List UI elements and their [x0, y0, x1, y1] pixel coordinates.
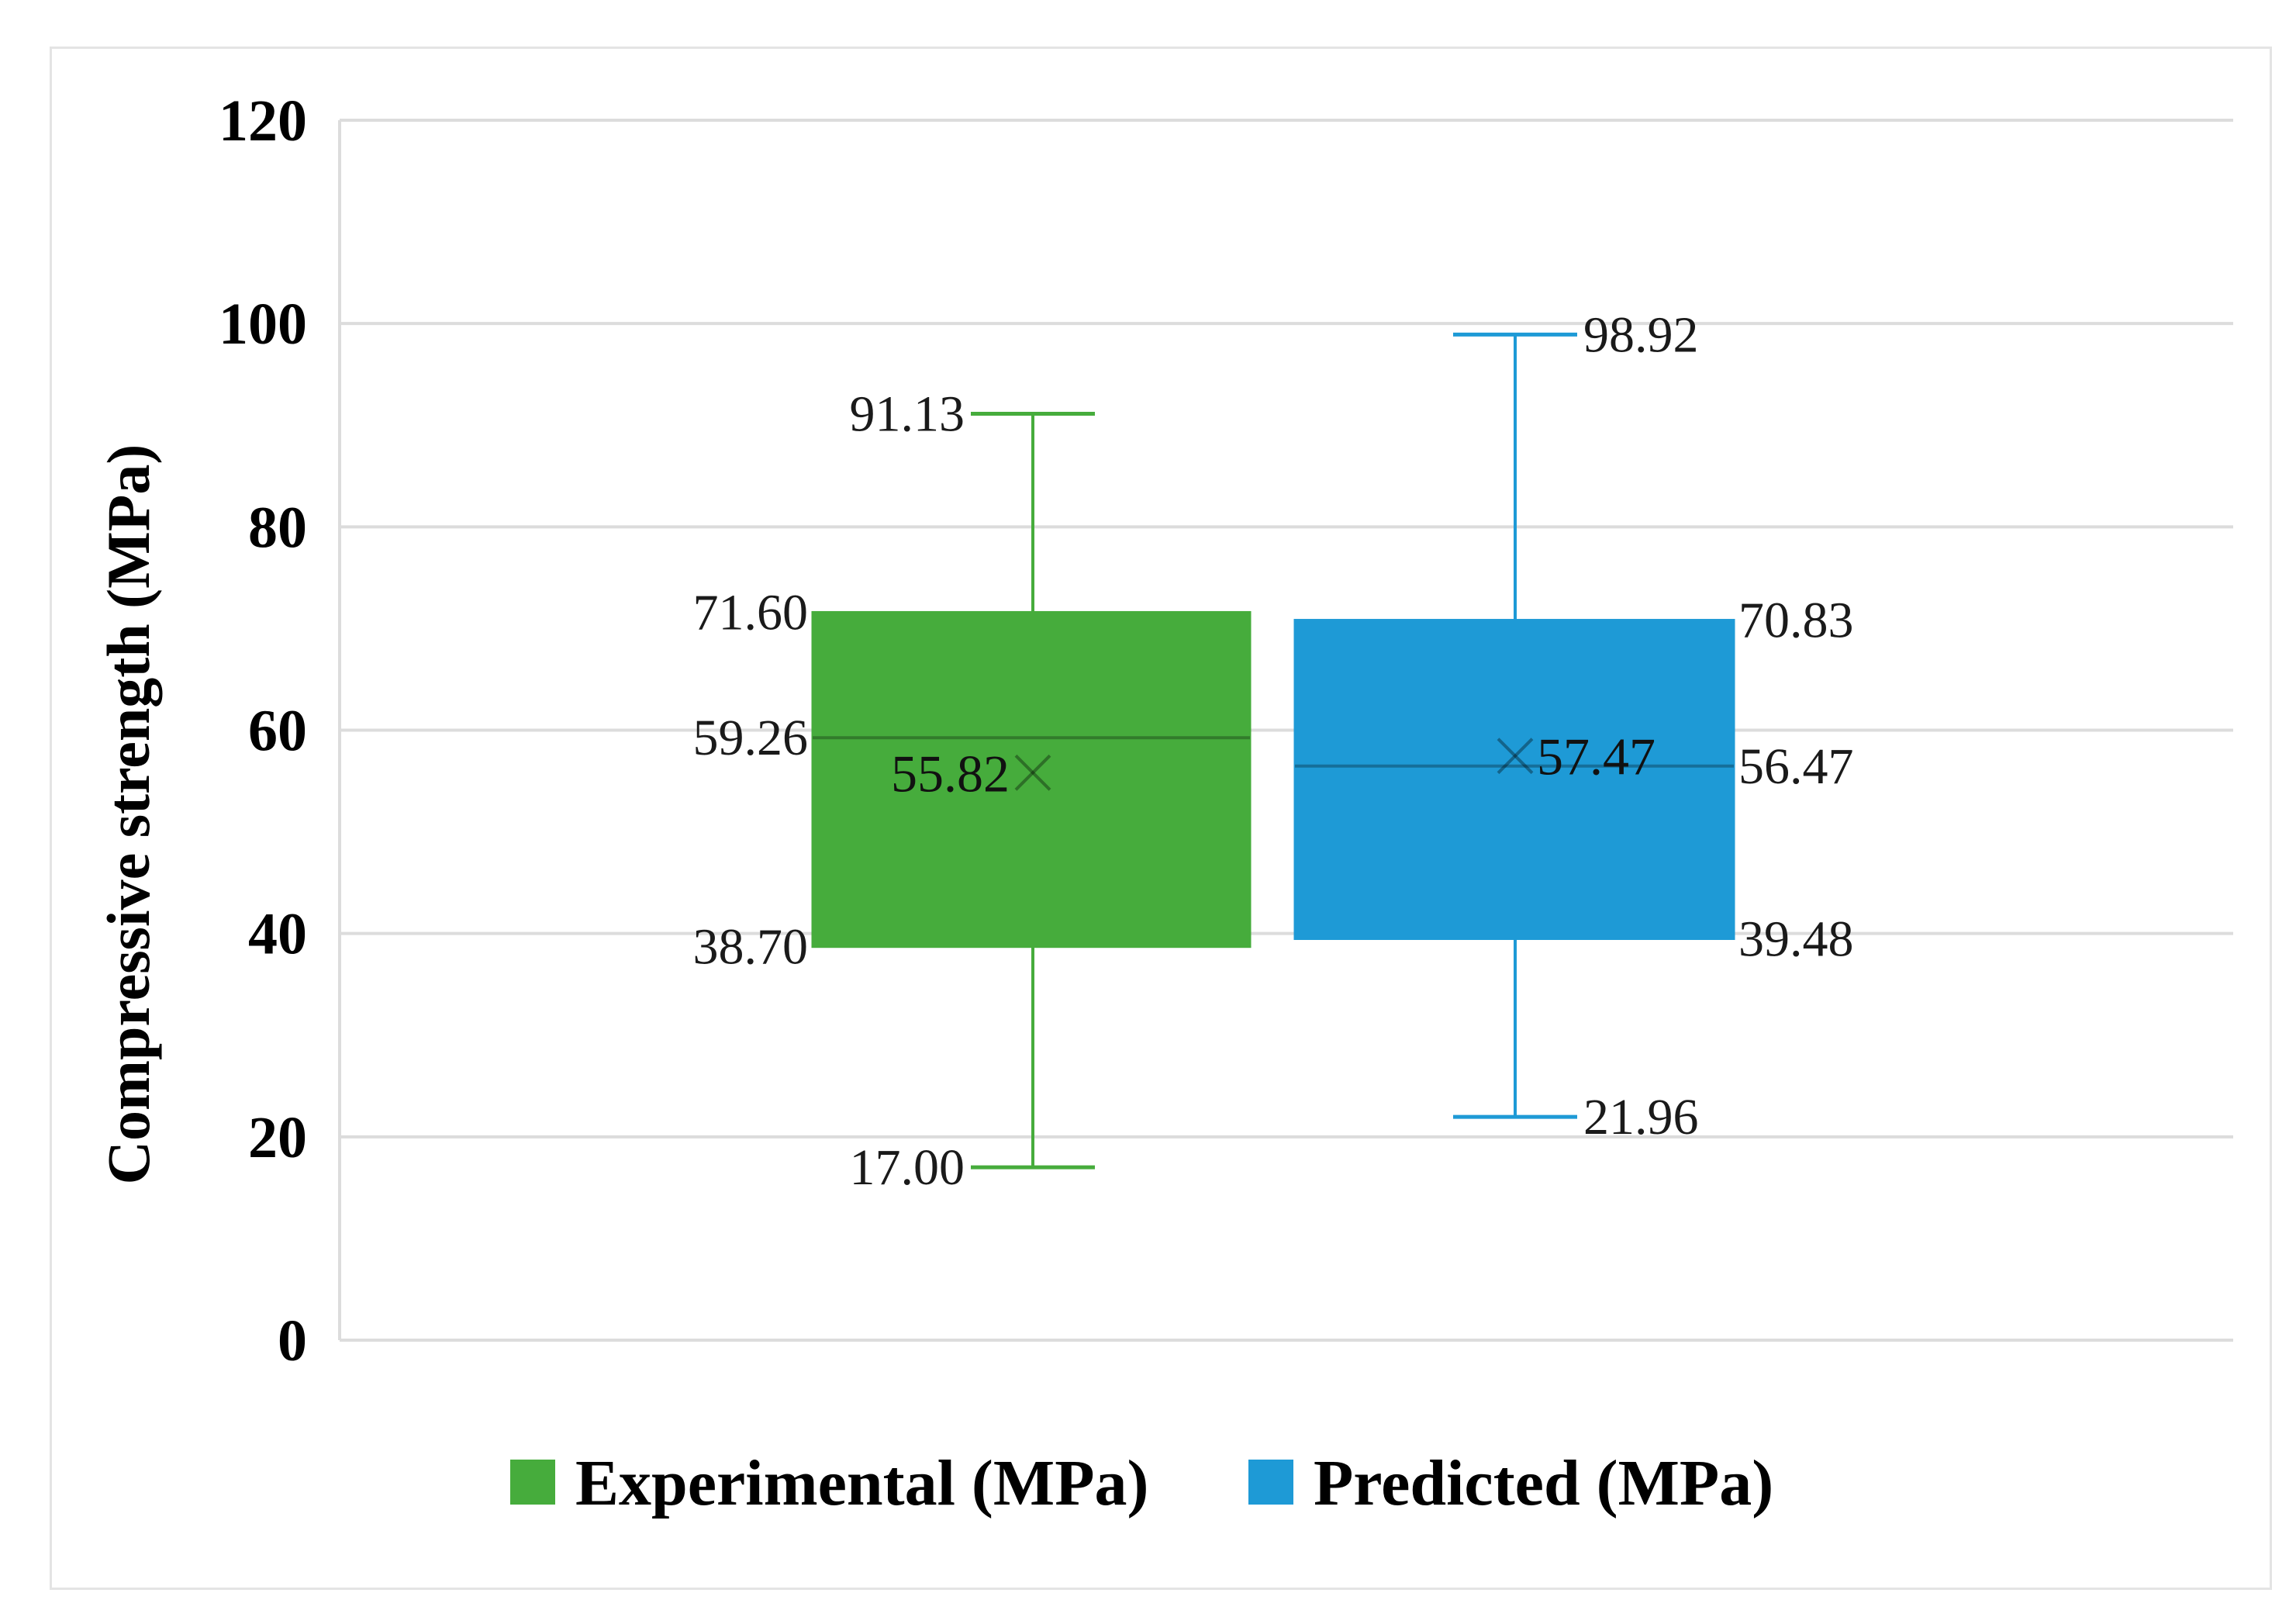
predicted-iqr-box — [1293, 619, 1735, 940]
predicted-q1-label: 39.48 — [1738, 910, 1854, 967]
box-predicted: 98.92 70.83 56.47 39.48 21.96 57.47 — [1293, 306, 1854, 1145]
experimental-mean-marker — [1014, 754, 1051, 791]
predicted-max-label: 98.92 — [1583, 306, 1699, 363]
y-tick-60: 60 — [248, 699, 307, 764]
y-tick-100: 100 — [219, 292, 307, 357]
experimental-max-label: 91.13 — [850, 385, 965, 442]
predicted-mean-label: 57.47 — [1537, 727, 1656, 786]
legend-label-experimental: Experimental (MPa) — [575, 1447, 1148, 1519]
y-tick-40: 40 — [248, 902, 307, 967]
legend-swatch-experimental — [510, 1460, 555, 1505]
box-experimental: 91.13 71.60 59.26 38.70 17.00 55.82 — [693, 385, 1252, 1196]
experimental-mean-label: 55.82 — [891, 744, 1010, 803]
experimental-median-label: 59.26 — [693, 710, 809, 766]
y-axis-label: Compressive strength (MPa) — [95, 444, 162, 1185]
legend-swatch-predicted — [1248, 1460, 1293, 1505]
y-tick-20: 20 — [248, 1105, 307, 1170]
experimental-min-label: 17.00 — [850, 1139, 965, 1196]
y-tick-120: 120 — [219, 88, 307, 154]
gridlines — [338, 119, 2233, 1342]
y-tick-0: 0 — [278, 1308, 307, 1373]
y-tick-80: 80 — [248, 495, 307, 560]
legend: Experimental (MPa) Predicted (MPa) — [510, 1447, 1773, 1519]
legend-item-predicted: Predicted (MPa) — [1248, 1447, 1773, 1519]
experimental-q1-label: 38.70 — [693, 919, 809, 976]
predicted-q3-label: 70.83 — [1738, 593, 1854, 649]
experimental-q3-label: 71.60 — [693, 584, 809, 641]
predicted-median-label: 56.47 — [1738, 738, 1854, 795]
box-series: 91.13 71.60 59.26 38.70 17.00 55.82 98.92 70.83… — [693, 306, 1854, 1196]
legend-label-predicted: Predicted (MPa) — [1314, 1447, 1773, 1519]
predicted-mean-marker — [1497, 738, 1534, 775]
predicted-min-label: 21.96 — [1583, 1089, 1699, 1145]
y-axis-ticks: 0 20 40 60 80 100 120 — [219, 88, 307, 1373]
experimental-iqr-box — [811, 610, 1252, 948]
legend-item-experimental: Experimental (MPa) — [510, 1447, 1148, 1519]
